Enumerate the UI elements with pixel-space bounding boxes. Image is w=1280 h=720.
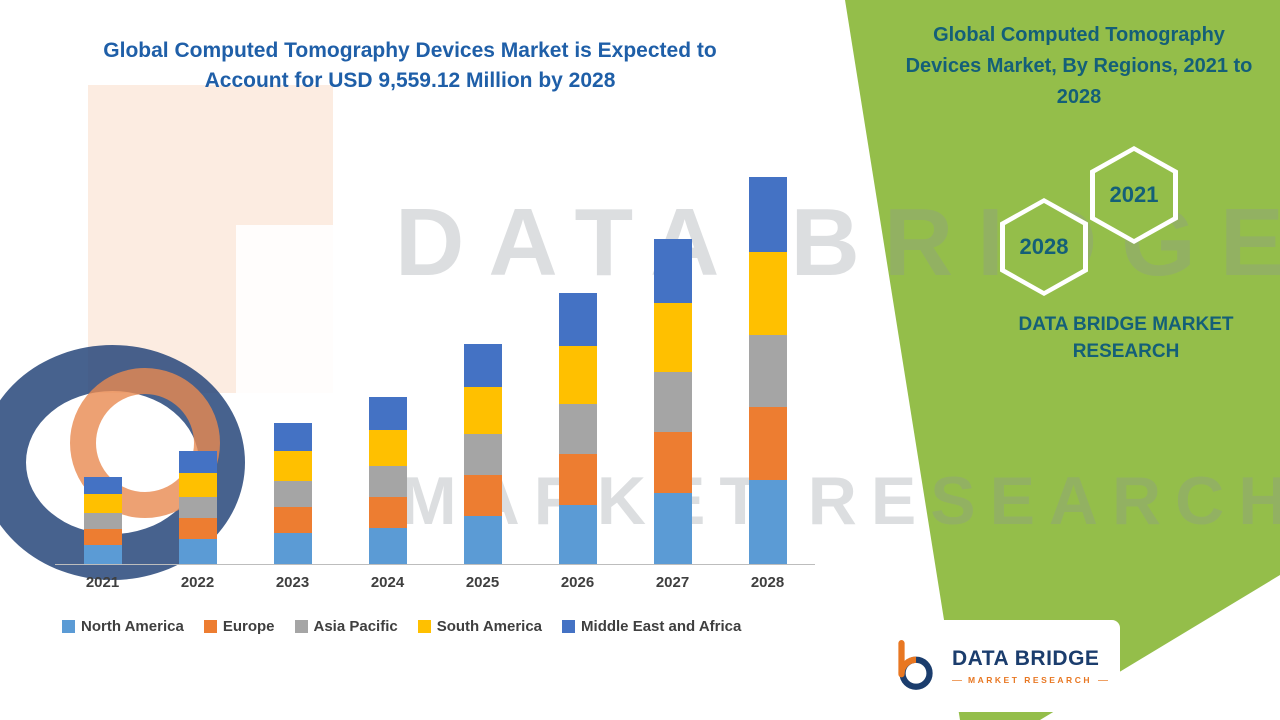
legend-label: North America bbox=[81, 618, 184, 635]
segment-europe bbox=[178, 518, 217, 539]
legend-label: South America bbox=[436, 618, 543, 635]
badge-2021-label: 2021 bbox=[1095, 151, 1173, 239]
segment-asia-pacific bbox=[463, 434, 502, 475]
segment-asia-pacific bbox=[748, 335, 787, 407]
badge-hexagon-2021: 2021 bbox=[1090, 146, 1178, 244]
segment-asia-pacific bbox=[368, 466, 407, 497]
legend-swatch-icon bbox=[203, 620, 217, 633]
segment-north-america bbox=[748, 480, 787, 564]
legend-item-south-america: South America bbox=[417, 618, 543, 635]
segment-north-america bbox=[653, 493, 692, 564]
legend-item-europe: Europe bbox=[203, 618, 275, 635]
segment-north-america bbox=[83, 545, 122, 564]
x-label-2025: 2025 bbox=[465, 574, 500, 591]
stacked-bar-2024 bbox=[368, 397, 407, 564]
legend-label: Asia Pacific bbox=[313, 618, 398, 635]
segment-europe bbox=[368, 497, 407, 528]
side-panel-title: Global Computed Tomography Devices Marke… bbox=[905, 24, 1253, 108]
segment-north-america bbox=[463, 516, 502, 564]
segment-south-america bbox=[83, 494, 122, 513]
legend-swatch-icon bbox=[294, 620, 308, 633]
segment-north-america bbox=[178, 539, 217, 564]
x-label-2027: 2027 bbox=[655, 574, 690, 591]
segment-middle-east-and-africa bbox=[83, 477, 122, 494]
dbmr-logo-subtitle: MARKET RESEARCH bbox=[952, 675, 1109, 685]
dbmr-logo-title: DATA BRIDGE bbox=[952, 647, 1100, 670]
chart-title: Global Computed Tomography Devices Marke… bbox=[103, 39, 717, 93]
panel-brand-text: DATA BRIDGE MARKET RESEARCH bbox=[1018, 314, 1234, 362]
segment-north-america bbox=[558, 505, 597, 564]
divider bbox=[952, 679, 963, 681]
segment-middle-east-and-africa bbox=[273, 423, 312, 451]
segment-middle-east-and-africa bbox=[178, 451, 217, 473]
legend-swatch-icon bbox=[62, 620, 75, 633]
bars-container bbox=[55, 170, 815, 564]
legend-label: Europe bbox=[222, 618, 275, 635]
segment-asia-pacific bbox=[653, 372, 692, 432]
segment-europe bbox=[273, 507, 312, 533]
segment-south-america bbox=[653, 303, 692, 372]
x-axis-labels: 2021 2022 2023 2024 2025 2026 2027 2028 bbox=[55, 574, 815, 591]
dbmr-logo-text: DATA BRIDGE MARKET RESEARCH bbox=[952, 647, 1109, 685]
x-label-2028: 2028 bbox=[750, 574, 785, 591]
stacked-bar-2028 bbox=[748, 177, 787, 564]
dbmr-logo: DATA BRIDGE MARKET RESEARCH bbox=[876, 620, 1120, 712]
watermark-line2: MARKET RESEARCH bbox=[400, 463, 1280, 539]
segment-middle-east-and-africa bbox=[368, 397, 407, 430]
legend: North America Europe Asia Pacific South Ame… bbox=[62, 618, 832, 635]
segment-south-america bbox=[748, 252, 787, 335]
x-label-2022: 2022 bbox=[180, 574, 215, 591]
stacked-bar-2021 bbox=[83, 477, 122, 564]
legend-item-middle-east-and-africa: Middle East and Africa bbox=[562, 618, 741, 635]
segment-asia-pacific bbox=[273, 481, 312, 507]
badge-hexagon-2028: 2028 bbox=[1000, 198, 1088, 296]
stacked-bar-2022 bbox=[178, 451, 217, 564]
stacked-bar-2026 bbox=[558, 293, 597, 564]
segment-south-america bbox=[178, 473, 217, 497]
segment-europe bbox=[463, 475, 502, 516]
segment-south-america bbox=[558, 346, 597, 404]
stacked-bar-2027 bbox=[653, 239, 692, 564]
segment-middle-east-and-africa bbox=[463, 344, 502, 387]
segment-asia-pacific bbox=[83, 513, 122, 529]
x-label-2026: 2026 bbox=[560, 574, 595, 591]
segment-europe bbox=[653, 432, 692, 493]
segment-asia-pacific bbox=[558, 404, 597, 454]
legend-item-asia-pacific: Asia Pacific bbox=[294, 618, 398, 635]
divider bbox=[1097, 679, 1109, 681]
segment-middle-east-and-africa bbox=[653, 239, 692, 303]
stacked-bar-2025 bbox=[463, 344, 502, 564]
dbmr-logo-subtitle-label: MARKET RESEARCH bbox=[968, 675, 1092, 685]
segment-south-america bbox=[463, 387, 502, 434]
segment-middle-east-and-africa bbox=[748, 177, 787, 252]
x-label-2023: 2023 bbox=[275, 574, 310, 591]
legend-swatch-icon bbox=[562, 620, 576, 633]
segment-asia-pacific bbox=[178, 497, 217, 518]
segment-middle-east-and-africa bbox=[558, 293, 597, 346]
segment-south-america bbox=[273, 451, 312, 481]
legend-swatch-icon bbox=[417, 620, 431, 633]
legend-label: Middle East and Africa bbox=[581, 618, 742, 635]
background-logo-shape-notch bbox=[236, 225, 336, 395]
x-label-2021: 2021 bbox=[85, 574, 120, 591]
stacked-bar-2023 bbox=[273, 423, 312, 564]
plot-area bbox=[55, 170, 815, 565]
segment-north-america bbox=[368, 528, 407, 564]
segment-south-america bbox=[368, 430, 407, 466]
segment-europe bbox=[83, 529, 122, 545]
x-label-2024: 2024 bbox=[370, 574, 405, 591]
segment-europe bbox=[748, 407, 787, 480]
segment-europe bbox=[558, 454, 597, 505]
segment-north-america bbox=[273, 533, 312, 564]
dbmr-logo-icon bbox=[898, 640, 933, 690]
legend-item-north-america: North America bbox=[62, 618, 184, 635]
